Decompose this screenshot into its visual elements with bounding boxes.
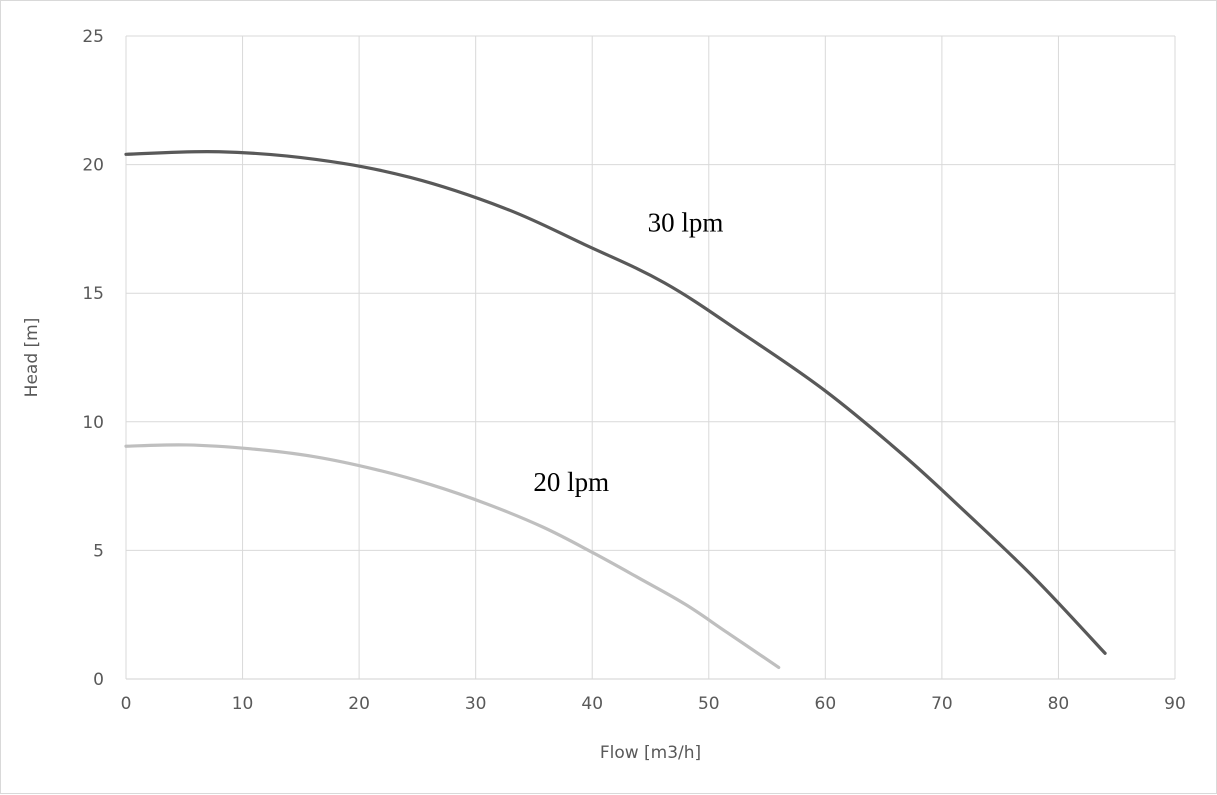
x-tick-label: 0 (121, 694, 132, 714)
y-tick-label: 0 (93, 670, 104, 690)
x-axis-title: Flow [m3/h] (600, 743, 701, 763)
x-tick-label: 30 (465, 694, 487, 714)
x-tick-label: 40 (581, 694, 603, 714)
x-tick-label: 70 (931, 694, 953, 714)
series-annotation: 30 lpm (648, 207, 724, 237)
axes: 0 10 20 30 40 50 60 70 80 90 0 5 10 15 20 25 (82, 27, 1185, 714)
y-axis-title: Head [m] (22, 318, 42, 398)
x-tick-label: 60 (815, 694, 837, 714)
chart-labels: Flow [m3/h] Head [m] 30 lpm 20 lpm (22, 207, 723, 763)
x-tick-label: 90 (1164, 694, 1186, 714)
series-lines (124, 149, 1107, 670)
series-annotation: 20 lpm (533, 467, 609, 497)
y-tick-label: 25 (82, 27, 104, 47)
y-tick-label: 5 (93, 541, 104, 561)
y-tick-label: 15 (82, 284, 104, 304)
x-tick-label: 50 (698, 694, 720, 714)
x-tick-label: 20 (348, 694, 370, 714)
series-line-2 (124, 443, 781, 670)
x-tick-label: 10 (232, 694, 254, 714)
y-tick-label: 20 (82, 156, 104, 176)
y-tick-label: 10 (82, 413, 104, 433)
series-line-1 (124, 149, 1107, 655)
grid-lines (126, 35, 1176, 679)
x-tick-label: 80 (1048, 694, 1070, 714)
